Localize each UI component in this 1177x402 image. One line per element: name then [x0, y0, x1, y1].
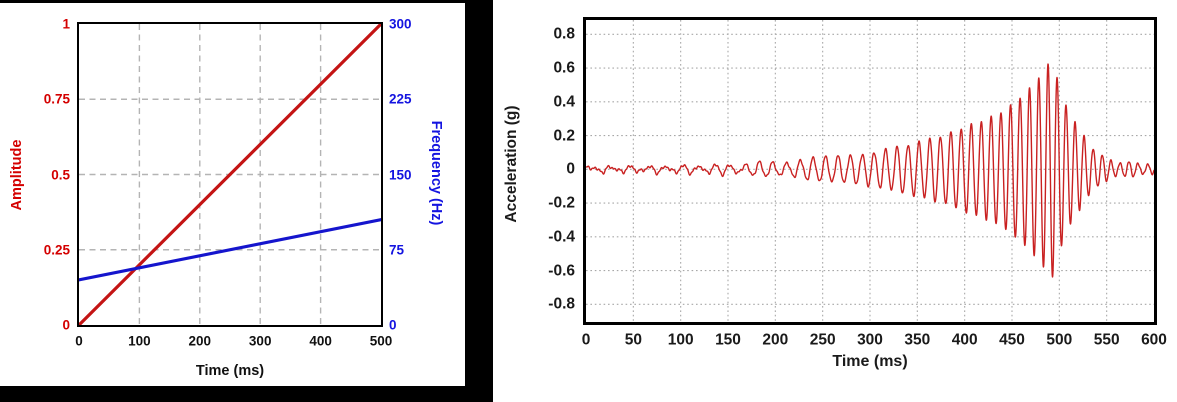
amplitude-ytick-0.75: 0.75 — [43, 91, 70, 107]
acceleration-ytick-0.2: 0.2 — [553, 126, 575, 144]
right-xtick-100: 100 — [667, 331, 694, 349]
amplitude-ytick-0.25: 0.25 — [43, 242, 70, 257]
left-xtick-500: 500 — [369, 333, 393, 349]
frequency-ytick-0: 0 — [389, 317, 397, 333]
acceleration-ytick-0.8: 0.8 — [553, 25, 575, 43]
frequency-axis-title: Frequency (Hz) — [428, 120, 444, 226]
acceleration-plot-canvas — [586, 20, 1154, 322]
right-xtick-500: 500 — [1046, 331, 1073, 349]
right-xtick-550: 550 — [1093, 331, 1120, 349]
left-time-axis-title: Time (ms) — [195, 363, 265, 379]
frequency-ytick-150: 150 — [389, 166, 412, 182]
left-xtick-0: 0 — [75, 333, 83, 349]
acceleration-ytick-0: 0 — [566, 160, 575, 178]
left-xtick-200: 200 — [188, 333, 212, 349]
frequency-ytick-300: 300 — [389, 16, 412, 32]
frequency-ytick-75: 75 — [389, 242, 405, 257]
right-xtick-350: 350 — [904, 331, 931, 349]
acceleration-ytick--0.2: -0.2 — [548, 194, 575, 212]
right-xtick-600: 600 — [1141, 331, 1167, 349]
figure-amplitude-frequency: Amplitude Frequency (Hz) Time (ms) 0 0.25… — [0, 0, 493, 402]
acceleration-ytick--0.8: -0.8 — [548, 295, 575, 313]
left-xtick-300: 300 — [248, 333, 272, 349]
right-xtick-200: 200 — [762, 331, 789, 349]
right-xtick-150: 150 — [715, 331, 741, 349]
right-xtick-250: 250 — [809, 331, 836, 349]
amplitude-ytick-1: 1 — [62, 16, 70, 32]
right-xtick-0: 0 — [581, 331, 591, 349]
acceleration-ytick--0.4: -0.4 — [548, 228, 575, 246]
right-time-axis-title: Time (ms) — [832, 353, 908, 370]
left-xtick-400: 400 — [309, 333, 332, 349]
right-xtick-450: 450 — [999, 331, 1025, 349]
right-xtick-300: 300 — [857, 331, 883, 349]
right-xtick-400: 400 — [951, 331, 978, 349]
frequency-ytick-225: 225 — [389, 91, 412, 107]
acceleration-ytick--0.6: -0.6 — [548, 261, 575, 279]
left-chart-panel: Amplitude Frequency (Hz) Time (ms) 0 0.25… — [0, 3, 465, 386]
amplitude-ytick-0.5: 0.5 — [51, 166, 70, 182]
acceleration-ytick-0.4: 0.4 — [553, 93, 575, 111]
left-xtick-100: 100 — [128, 333, 151, 349]
right-xtick-50: 50 — [624, 331, 642, 349]
amplitude-ytick-0: 0 — [62, 317, 70, 333]
figure-acceleration-waveform: Acceleration (g) Time (ms) 0.8 0.6 0.4 0.2 0… — [495, 0, 1177, 402]
amplitude-axis-title: Amplitude — [9, 139, 25, 211]
acceleration-ytick-0.6: 0.6 — [553, 59, 575, 77]
amplitude-frequency-plot-canvas — [79, 24, 381, 325]
acceleration-axis-title: Acceleration (g) — [503, 105, 520, 223]
